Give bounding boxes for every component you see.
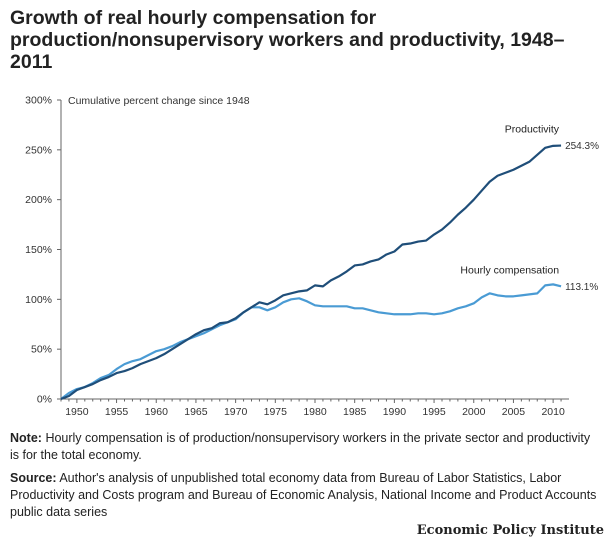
chart: 0%50%100%150%200%250%300% 1950 1955 1960 19… (25, 95, 599, 419)
hourly-compensation-line (60, 283, 562, 400)
y-axis-label: Cumulative percent change since 1948 (68, 95, 250, 107)
publisher-logo: Economic Policy Institute (416, 523, 604, 538)
x-tick-label: 1990 (383, 406, 407, 418)
y-tick-label: 0% (37, 394, 52, 406)
x-tick-label: 1980 (303, 406, 327, 418)
y-tick-label: 100% (25, 294, 52, 306)
x-tick-label: 1975 (264, 406, 288, 418)
x-tick-label: 2000 (462, 406, 486, 418)
x-axis: 1950 1955 1960 1965 1970 1975 1980 1985 1990 1995… (60, 398, 569, 418)
notes: Note: Hourly compensation is of producti… (10, 430, 600, 527)
productivity-end-value: 254.3% (565, 141, 599, 152)
y-tick-label: 300% (25, 95, 52, 107)
hourly-compensation-end-value: 113.1% (565, 282, 598, 293)
note: Note: Hourly compensation is of producti… (10, 430, 600, 464)
x-tick-label: 1955 (105, 406, 129, 418)
x-tick-label: 2010 (541, 406, 565, 418)
y-tick-label: 200% (25, 194, 52, 206)
source: Source: Author's analysis of unpublished… (10, 470, 600, 521)
x-tick-label: 1970 (224, 406, 248, 418)
y-tick-label: 50% (31, 344, 52, 356)
hourly-compensation-series-label: Hourly compensation (460, 264, 559, 276)
productivity-series-label: Productivity (505, 124, 560, 136)
x-tick-label: 1995 (422, 406, 446, 418)
y-tick-label: 250% (25, 144, 52, 156)
plot-area (60, 144, 562, 401)
x-tick-label: 1985 (343, 406, 367, 418)
series-labels: 254.3% Productivity 113.1% Hourly compensat… (460, 124, 599, 293)
y-axis: 0% 50% 100% 150% 200% 250% 300% (25, 95, 62, 406)
chart-title: Growth of real hourly compensation for p… (10, 7, 565, 73)
note-label: Note: (10, 431, 42, 445)
x-tick-label: 1950 (65, 406, 89, 418)
source-text: Author's analysis of unpublished total e… (10, 471, 597, 519)
y-tick-label: 150% (25, 244, 52, 256)
note-text: Hourly compensation is of production/non… (10, 431, 591, 462)
x-tick-label: 1965 (184, 406, 208, 418)
productivity-line (60, 144, 562, 401)
source-label: Source: (10, 471, 57, 485)
x-tick-label: 2005 (502, 406, 526, 418)
x-tick-label: 1960 (145, 406, 169, 418)
